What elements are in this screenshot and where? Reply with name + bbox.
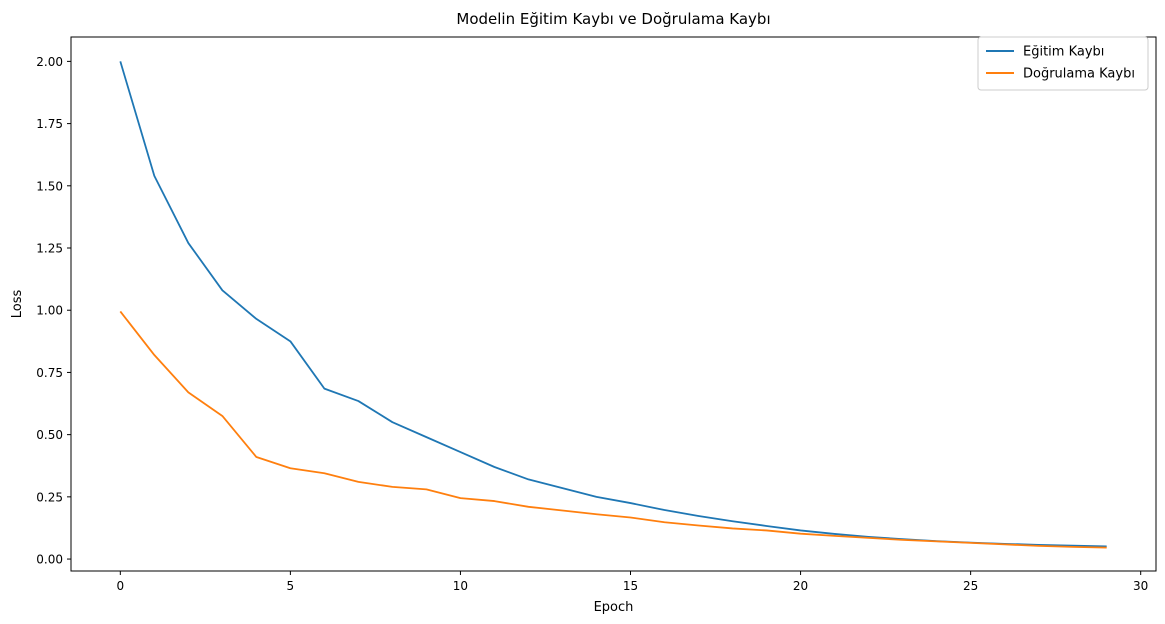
y-tick-label: 0.00 (36, 553, 63, 567)
y-tick-label: 0.75 (36, 366, 63, 380)
legend-label-validation: Doğrulama Kaybı (1023, 67, 1135, 82)
y-tick-label: 0.50 (36, 428, 63, 442)
x-tick-label: 25 (963, 579, 978, 593)
plot-frame (70, 36, 1157, 572)
y-axis-label: Loss (10, 290, 25, 319)
y-tick-label: 1.00 (36, 304, 63, 318)
legend-label-train: Eğitim Kaybı (1023, 45, 1104, 60)
x-tick-label: 10 (453, 579, 468, 593)
legend: Eğitim Kaybı Doğrulama Kaybı (977, 36, 1149, 91)
axes-layer: 0 5 10 15 20 25 30 0.00 0.25 0.50 0.75 1.00 1.25 1.50… (36, 36, 1157, 593)
x-tick-label: 15 (623, 579, 638, 593)
y-tick-label: 1.75 (36, 117, 63, 131)
x-axis-label: Epoch (594, 600, 634, 615)
legend-box (977, 36, 1149, 91)
y-tick-label: 2.00 (36, 55, 63, 69)
y-tick-label: 0.25 (36, 490, 63, 504)
series-line-validation (119, 310, 1107, 549)
chart-title: Modelin Eğitim Kaybı ve Doğrulama Kaybı (456, 10, 770, 28)
x-tick-label: 0 (116, 579, 124, 593)
x-tick-label: 30 (1133, 579, 1148, 593)
series-line-train (119, 61, 1107, 548)
y-tick-label: 1.50 (36, 179, 63, 193)
series-layer (119, 61, 1107, 549)
x-tick-label: 5 (287, 579, 295, 593)
y-tick-label: 1.25 (36, 242, 63, 256)
x-tick-label: 20 (793, 579, 808, 593)
